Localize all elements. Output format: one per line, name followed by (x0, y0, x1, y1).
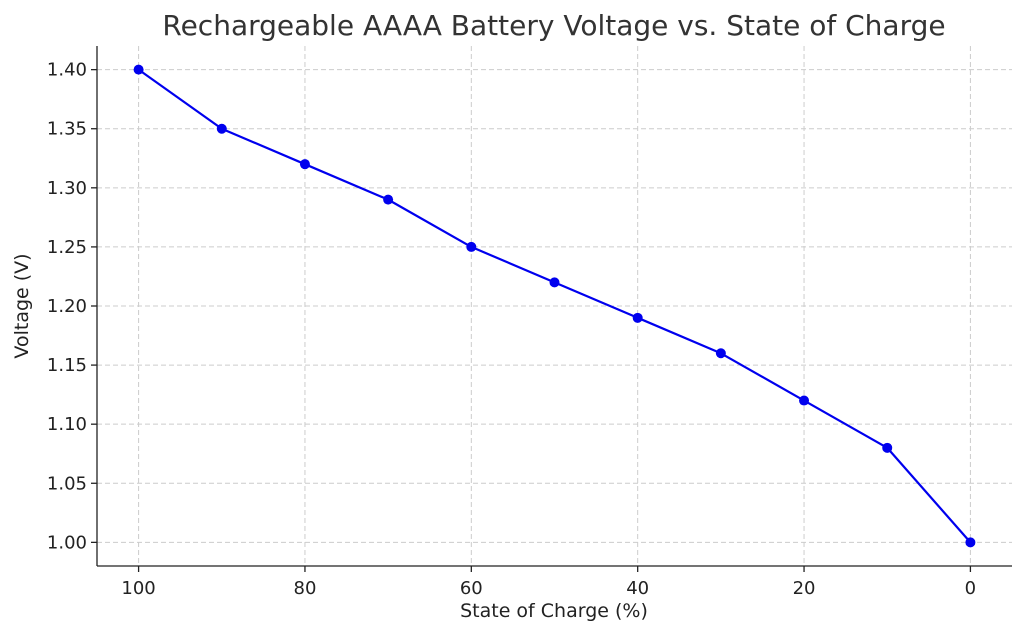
data-point (799, 395, 810, 406)
y-tick-label: 1.00 (47, 532, 87, 553)
axes-layer: 100 80 60 40 20 0 1.00 1.05 1.10 1.15 1.20 1.25 1.30… (47, 46, 1012, 599)
y-tick-label: 1.40 (47, 60, 87, 81)
data-layer (133, 64, 976, 548)
chart-title: Rechargeable AAAA Battery Voltage vs. St… (162, 9, 945, 42)
y-tick-label: 1.15 (47, 355, 87, 376)
x-tick-label: 80 (294, 578, 317, 599)
x-tick-label: 100 (121, 578, 155, 599)
x-tick-label: 60 (460, 578, 483, 599)
data-point (549, 277, 560, 288)
data-point (299, 159, 310, 170)
x-tick-label: 40 (626, 578, 649, 599)
y-tick-label: 1.20 (47, 296, 87, 317)
data-point (383, 194, 394, 205)
data-point (882, 442, 893, 453)
y-tick-label: 1.35 (47, 119, 87, 140)
grid-layer (97, 46, 1012, 566)
x-axis-label: State of Charge (%) (460, 600, 648, 622)
data-point (965, 537, 976, 548)
x-tick-label: 20 (793, 578, 816, 599)
data-point (715, 348, 726, 359)
data-point (632, 312, 643, 323)
y-tick-label: 1.30 (47, 178, 87, 199)
y-axis-label: Voltage (V) (11, 253, 33, 358)
data-point (216, 123, 227, 134)
data-point (133, 64, 144, 75)
y-tick-label: 1.25 (47, 237, 87, 258)
y-tick-label: 1.10 (47, 414, 87, 435)
x-tick-label: 0 (965, 578, 976, 599)
y-tick-label: 1.05 (47, 473, 87, 494)
data-point (466, 241, 477, 252)
